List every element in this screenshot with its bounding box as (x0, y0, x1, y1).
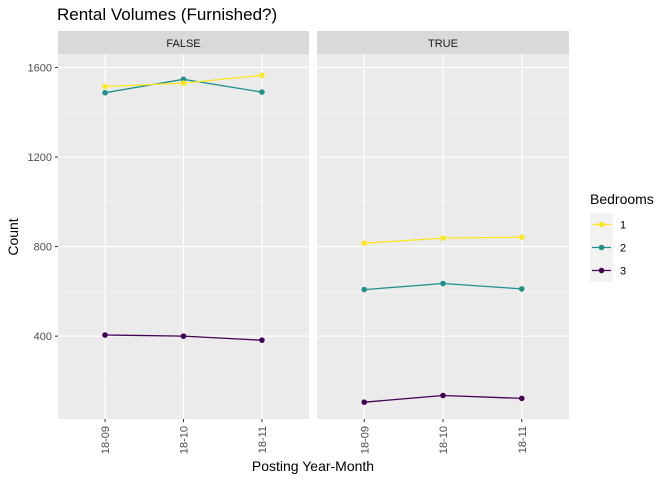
y-axis: 400 800 1200 1600 (28, 62, 58, 343)
facet-strip-label: TRUE (428, 38, 458, 50)
data-point (102, 83, 108, 90)
x-tick-label: 18-10 (438, 426, 450, 454)
data-point (518, 395, 525, 402)
y-tick-label: 800 (34, 242, 52, 254)
x-axis-title: Posting Year-Month (252, 458, 374, 474)
y-tick-label: 400 (34, 331, 52, 343)
legend-title: Bedrooms (590, 191, 654, 207)
panel-true: TRUE 18-09 18-10 18-11 (317, 31, 569, 454)
data-point (361, 399, 368, 406)
chart-title: Rental Volumes (Furnished?) (57, 5, 277, 24)
legend-label: 3 (620, 266, 626, 278)
data-point (180, 80, 187, 86)
facet-panels: FALSE 18-09 18-10 18-11 TRUE 18-09 18-10 18-11 (58, 31, 569, 454)
legend-label: 2 (620, 243, 626, 255)
x-tick-label: 18-11 (517, 426, 529, 453)
panel-false: FALSE 18-09 18-10 18-11 (58, 31, 309, 454)
legend-key-point (598, 244, 605, 251)
data-point (440, 235, 446, 241)
y-axis-title: Count (5, 218, 21, 255)
data-point (102, 89, 108, 96)
facet-strip (58, 31, 309, 54)
data-point (259, 337, 265, 343)
data-point (440, 392, 446, 399)
legend-key-point (598, 221, 605, 228)
x-tick-label: 18-11 (257, 426, 269, 453)
data-point (440, 280, 446, 287)
legend-label: 1 (620, 220, 626, 232)
data-point (180, 333, 187, 339)
data-point (518, 234, 525, 240)
y-tick-label: 1600 (28, 62, 52, 74)
data-point (259, 89, 265, 95)
y-tick-label: 1200 (28, 152, 52, 164)
legend: Bedrooms 1 2 3 (590, 191, 654, 282)
x-tick-label: 18-09 (100, 426, 112, 454)
x-tick-label: 18-10 (179, 426, 191, 454)
x-tick-label: 18-09 (359, 426, 371, 454)
data-point (361, 286, 368, 293)
data-point (518, 286, 525, 292)
legend-key-point (598, 267, 605, 274)
data-point (102, 332, 108, 338)
facet-strip (317, 31, 569, 54)
data-point (361, 240, 368, 247)
data-point (259, 72, 265, 79)
facet-strip-label: FALSE (166, 38, 200, 50)
